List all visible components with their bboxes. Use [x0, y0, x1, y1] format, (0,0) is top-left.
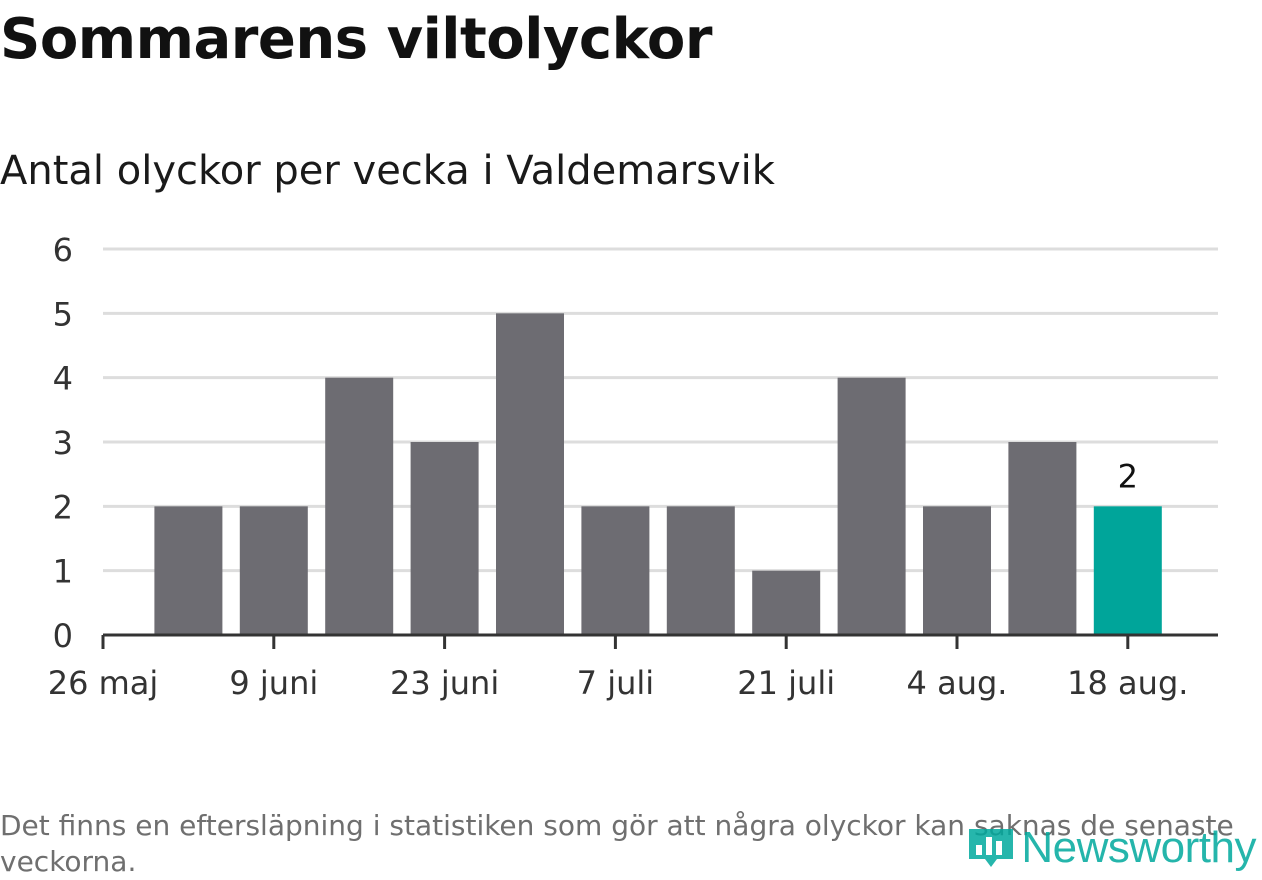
y-tick-label: 1 [53, 553, 73, 591]
bars [154, 313, 1162, 635]
chart-subtitle: Antal olyckor per vecka i Valdemarsvik [0, 148, 775, 194]
bar [752, 570, 821, 635]
data-labels: 2 [1118, 457, 1138, 495]
y-tick-label: 6 [53, 231, 73, 269]
y-tick-label: 0 [53, 617, 73, 655]
newsworthy-logo: Newsworthy [967, 823, 1256, 873]
footnote: Det finns en eftersläpning i statistiken… [0, 809, 1234, 878]
x-tick-label: 4 aug. [907, 664, 1008, 702]
logo-text: Newsworthy [1021, 823, 1256, 872]
bar [1008, 442, 1077, 635]
bar [496, 313, 564, 635]
bar-chart-logo-icon [969, 829, 1014, 867]
x-axis-labels: 26 maj 9 juni 23 juni 7 juli 21 juli 4 aug. 18… [48, 664, 1189, 702]
x-axis [101, 633, 1218, 649]
y-tick-label: 5 [53, 295, 73, 333]
y-axis-labels: 0 1 2 3 4 5 6 [53, 231, 73, 655]
highlight-value-label: 2 [1118, 457, 1138, 495]
bar [325, 377, 394, 635]
bar [837, 377, 906, 635]
chart-title: Sommarens viltolyckor [0, 7, 712, 72]
x-tick-label: 9 juni [229, 664, 318, 702]
x-tick-label: 21 juli [737, 664, 835, 702]
bar [410, 442, 479, 635]
bar [666, 506, 735, 635]
x-tick-label: 23 juni [390, 664, 499, 702]
bar [581, 506, 650, 635]
y-tick-label: 4 [53, 360, 73, 398]
y-tick-label: 3 [53, 424, 73, 462]
bar [239, 506, 308, 635]
x-tick-label: 18 aug. [1067, 664, 1188, 702]
bar [923, 506, 991, 635]
y-tick-label: 2 [53, 488, 73, 526]
bar [154, 506, 223, 635]
x-tick-label: 7 juli [577, 664, 654, 702]
x-tick-label: 26 maj [48, 664, 159, 702]
bar [1093, 506, 1162, 635]
